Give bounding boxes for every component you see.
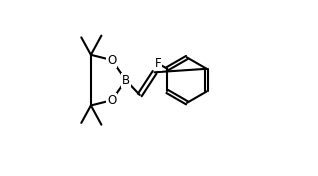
Text: F: F bbox=[155, 57, 162, 70]
Text: O: O bbox=[107, 54, 116, 67]
Text: B: B bbox=[122, 74, 130, 87]
Text: O: O bbox=[107, 94, 116, 107]
